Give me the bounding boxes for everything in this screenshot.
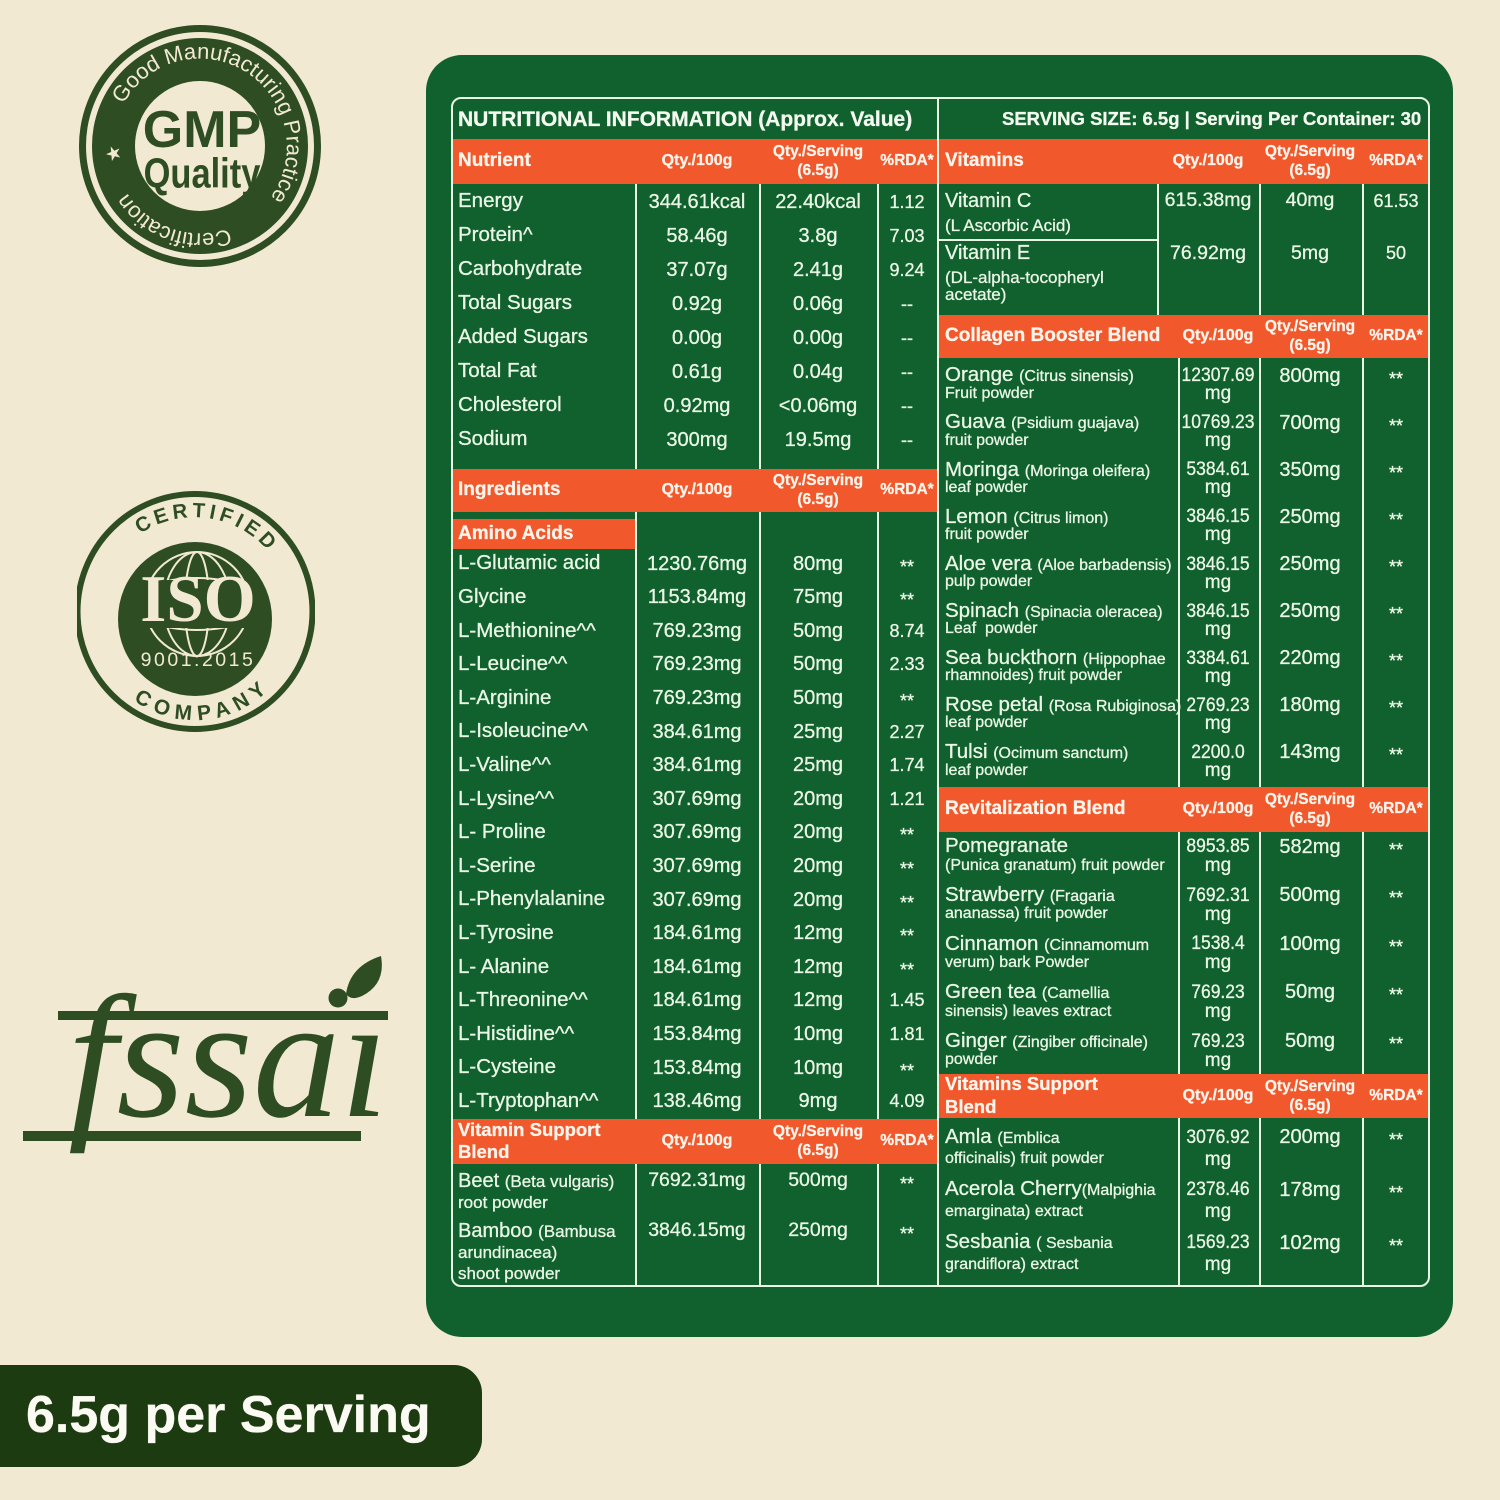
svg-text:GMP: GMP [143,101,261,159]
svg-text:9001:2015: 9001:2015 [141,649,256,671]
svg-text:Quality: Quality [144,150,261,197]
svg-text:ISO: ISO [140,562,255,636]
svg-text:★: ★ [103,144,125,163]
